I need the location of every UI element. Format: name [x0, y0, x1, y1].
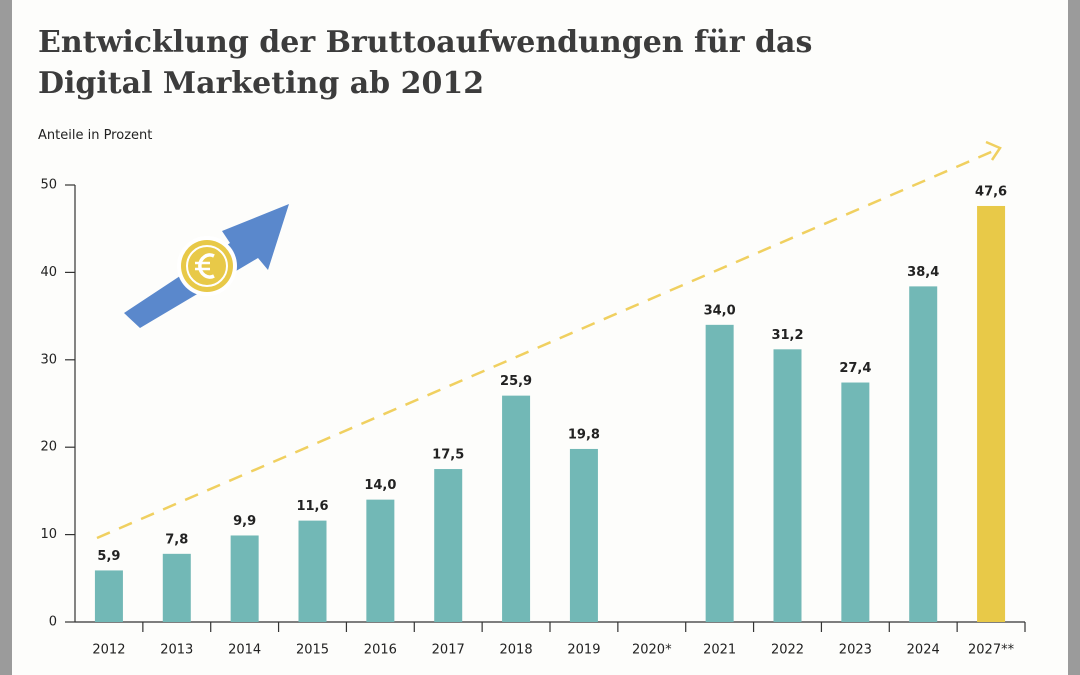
bar — [909, 286, 938, 622]
x-tick-label: 2027** — [968, 643, 1015, 658]
y-tick-label: 40 — [40, 265, 57, 280]
value-label: 25,9 — [500, 374, 532, 389]
value-label: 5,9 — [97, 549, 120, 564]
x-tick-label: 2013 — [160, 643, 193, 658]
bar — [841, 382, 870, 622]
x-tick-label: 2014 — [228, 643, 261, 658]
subtitle: Anteile in Prozent — [38, 128, 153, 143]
side-border — [0, 0, 12, 675]
value-label: 31,2 — [771, 328, 803, 343]
bar — [569, 448, 598, 622]
bar — [773, 349, 802, 622]
side-border — [1068, 0, 1080, 675]
value-label: 47,6 — [975, 184, 1007, 199]
value-label: 11,6 — [296, 499, 328, 514]
x-tick-label: 2012 — [92, 643, 125, 658]
euro-icon — [124, 204, 289, 328]
bar — [94, 570, 123, 622]
bar — [977, 205, 1006, 622]
value-label: 27,4 — [839, 361, 871, 376]
x-tick-label: 2018 — [500, 643, 533, 658]
x-tick-label: 2019 — [567, 643, 600, 658]
bar — [162, 553, 191, 622]
bar — [366, 499, 395, 622]
bar — [230, 535, 259, 622]
chart-title: Entwicklung der Bruttoaufwendungen für d… — [38, 25, 813, 101]
x-tick-label: 2015 — [296, 643, 329, 658]
value-label: 34,0 — [704, 303, 736, 318]
x-tick-label: 2023 — [839, 643, 872, 658]
y-tick-label: 20 — [40, 440, 57, 455]
bar — [434, 469, 463, 622]
x-tick-label: 2016 — [364, 643, 397, 658]
y-tick-label: 30 — [40, 352, 57, 367]
y-tick-label: 10 — [40, 527, 57, 542]
x-tick-label: 2024 — [907, 643, 940, 658]
x-tick-label: 2017 — [432, 643, 465, 658]
bar — [298, 520, 327, 622]
trend-arrow — [96, 140, 1002, 540]
y-tick-label: 50 — [40, 178, 57, 193]
x-tick-label: 2020* — [632, 643, 672, 658]
y-tick-label: 0 — [49, 615, 57, 630]
bar — [705, 324, 734, 622]
value-label: 7,8 — [165, 532, 188, 547]
value-label: 14,0 — [364, 478, 396, 493]
value-label: 19,8 — [568, 427, 600, 442]
value-label: 17,5 — [432, 448, 464, 463]
value-label: 9,9 — [233, 514, 256, 529]
x-tick-label: 2021 — [703, 643, 736, 658]
value-label: 38,4 — [907, 265, 939, 280]
bar — [502, 395, 531, 622]
x-tick-label: 2022 — [771, 643, 804, 658]
